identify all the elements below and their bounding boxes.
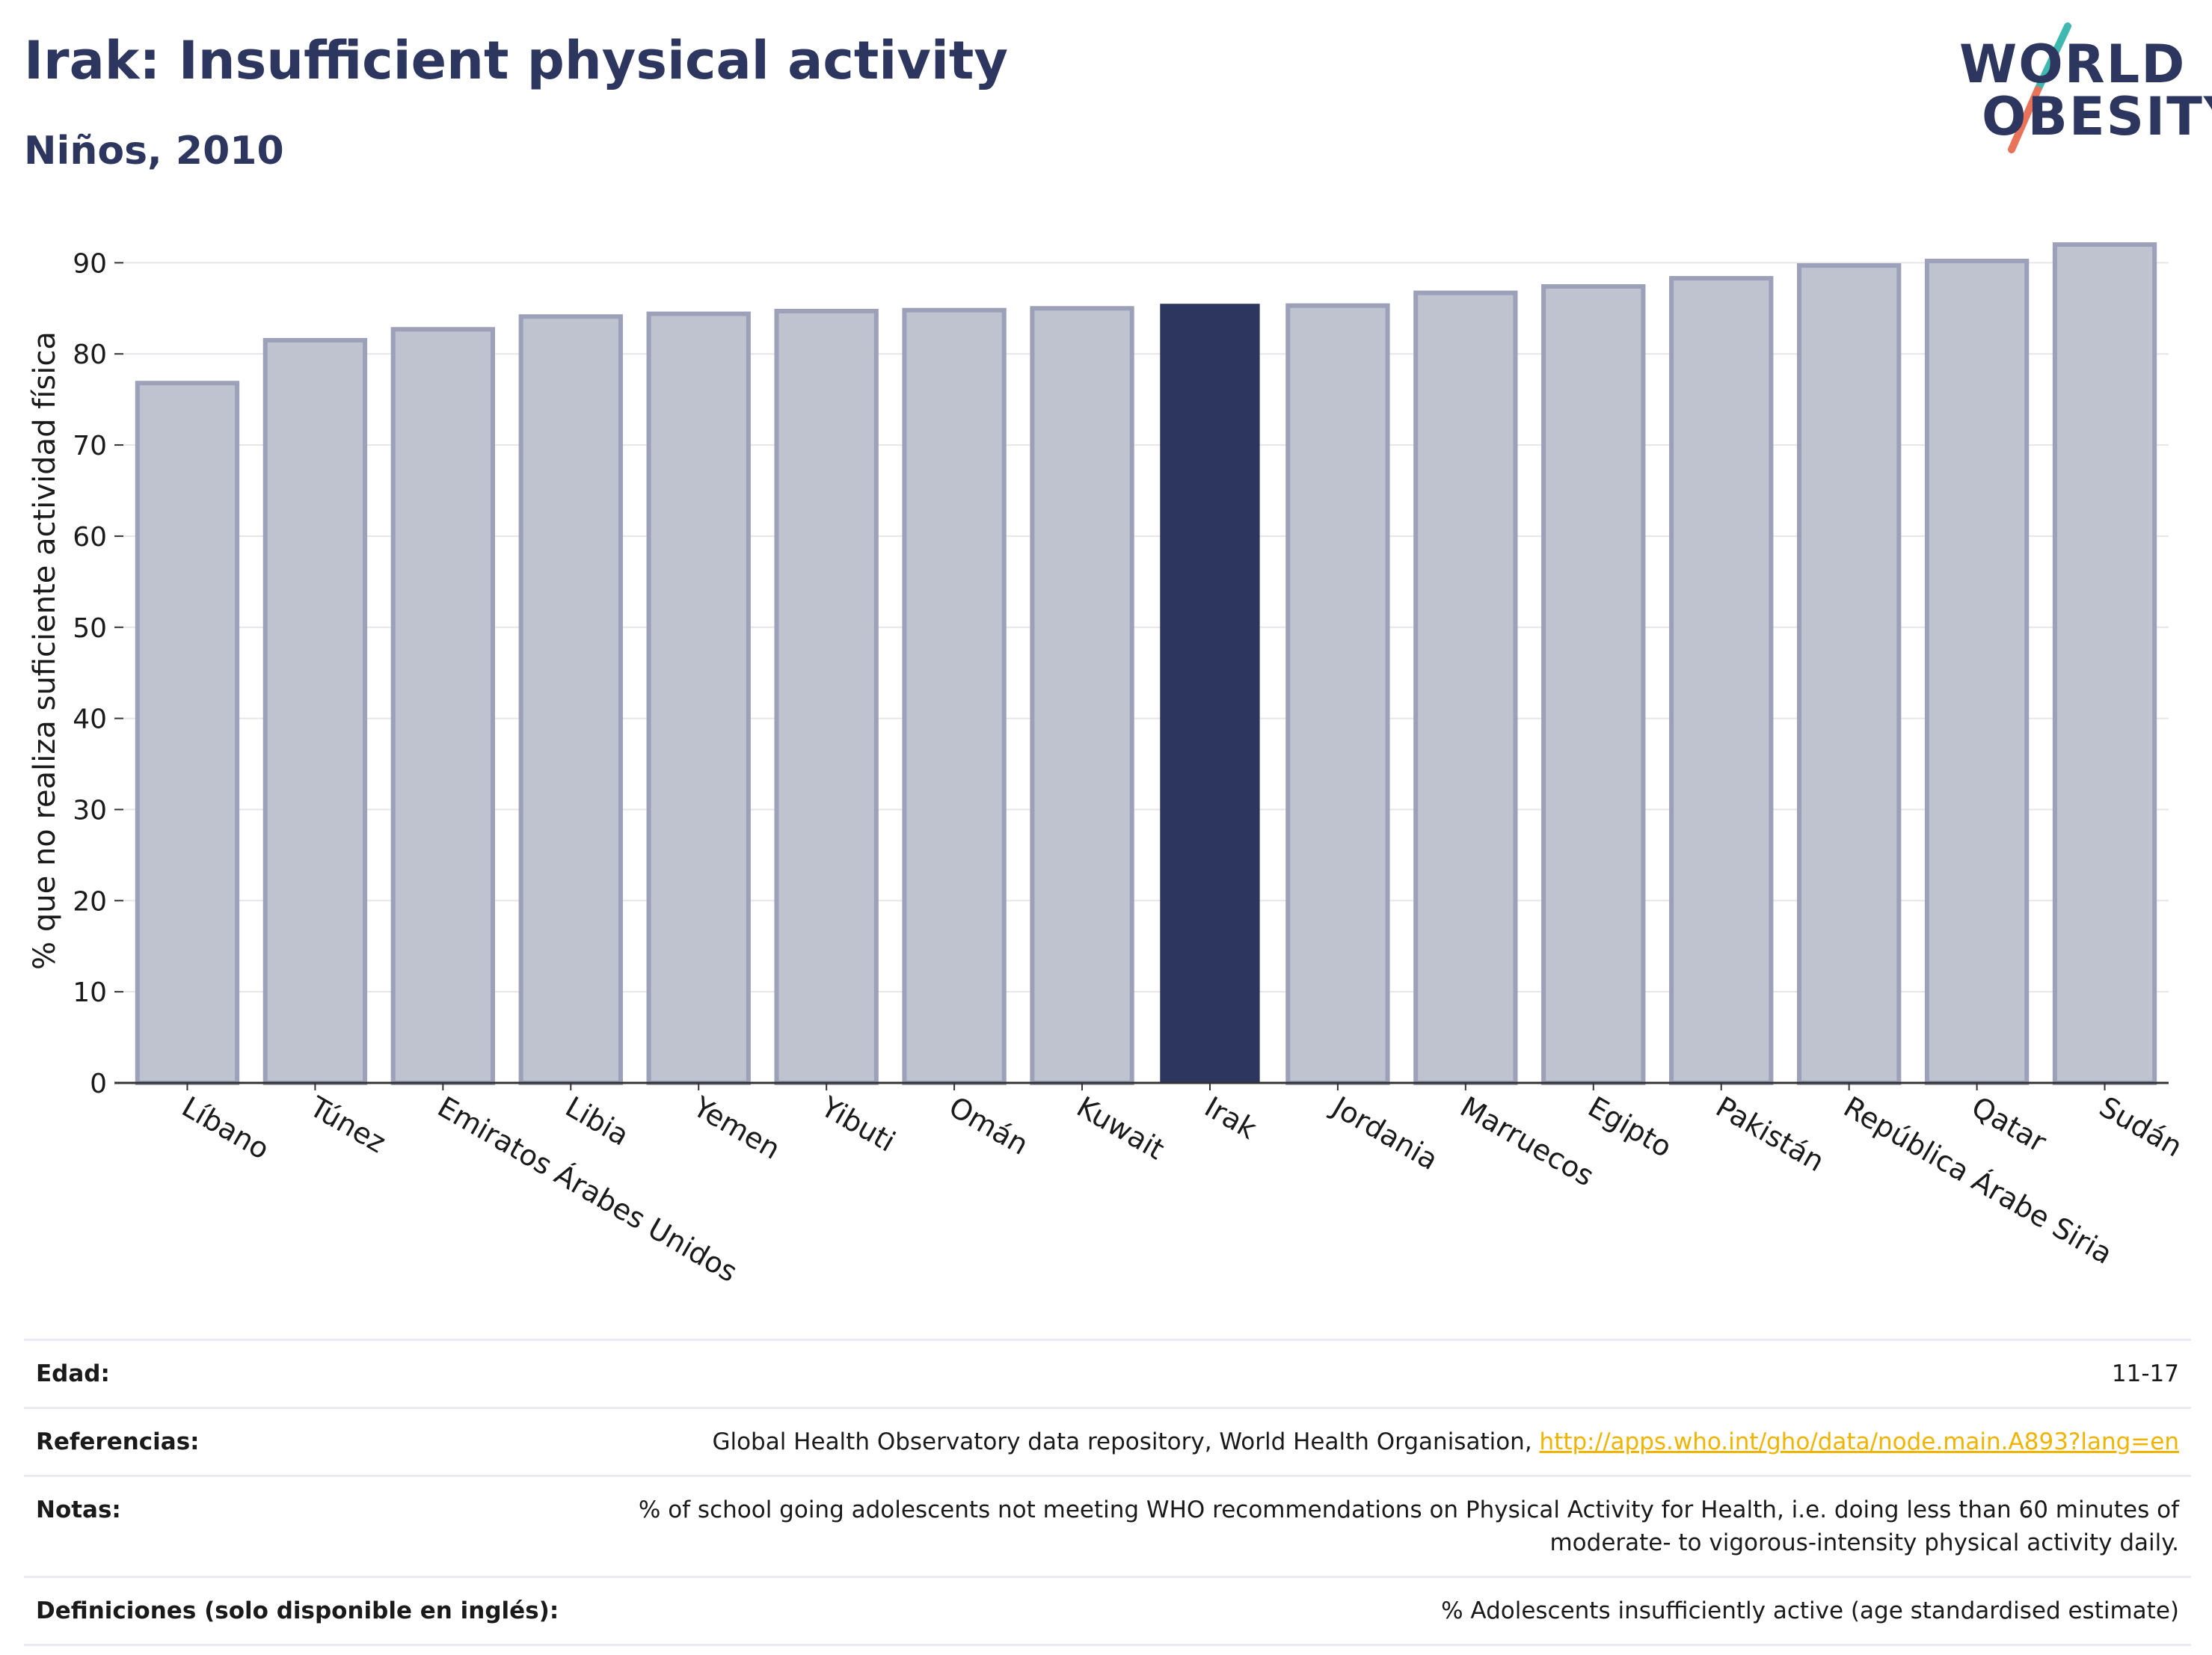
bar — [902, 307, 1007, 1085]
metadata-table: Edad: 11-17 Referencias: Global Health O… — [24, 1339, 2191, 1646]
x-tick-label: Libia — [560, 1090, 635, 1152]
meta-definitions-value: % Adolescents insufficiently active (age… — [1441, 1597, 2179, 1624]
logo-slash-icon — [2008, 22, 2071, 153]
x-tick-label: Yibuti — [815, 1090, 901, 1158]
bar — [1285, 303, 1390, 1085]
bar — [262, 337, 368, 1085]
bar — [135, 381, 240, 1085]
y-tick-label: 60 — [73, 522, 107, 553]
y-tick-label: 30 — [73, 795, 107, 826]
meta-age-label: Edad: — [36, 1360, 110, 1387]
y-tick-label: 40 — [73, 704, 107, 735]
y-tick-label: 90 — [73, 248, 107, 279]
bar-highlight — [1160, 304, 1260, 1084]
x-tick-label: Sudán — [2094, 1090, 2188, 1164]
references-link[interactable]: http://apps.who.int/gho/data/node.main.A… — [1539, 1428, 2179, 1455]
bars — [135, 242, 2157, 1086]
x-tick-label: Pakistán — [1710, 1090, 1830, 1179]
meta-notes-value: % of school going adolescents not meetin… — [638, 1496, 2179, 1556]
meta-age-value: 11-17 — [2111, 1360, 2179, 1387]
y-tick-label: 80 — [73, 340, 107, 370]
meta-references-value: Global Health Observatory data repositor… — [712, 1425, 2179, 1458]
bar — [1796, 263, 1902, 1085]
bar — [1541, 284, 1646, 1085]
logo-word-obesity: OBESITY — [1982, 86, 2212, 147]
y-tick-label: 20 — [73, 886, 107, 917]
meta-notes-label: Notas: — [36, 1496, 121, 1523]
meta-row-notes: Notas: % of school going adolescents not… — [24, 1475, 2191, 1576]
x-tick-label: Túnez — [304, 1090, 391, 1159]
bar — [390, 327, 496, 1085]
y-tick-labels: 0 10 20 30 40 50 60 70 80 90 — [73, 248, 123, 1099]
x-tick-label: Marruecos — [1454, 1090, 1600, 1193]
y-tick-label: 70 — [73, 431, 107, 461]
x-tick-label: Qatar — [1966, 1090, 2052, 1159]
meta-references-label: Referencias: — [36, 1428, 200, 1455]
x-tick-label: Líbano — [176, 1090, 275, 1166]
bar — [1924, 258, 2030, 1085]
bar — [518, 314, 623, 1086]
x-tick-label: Yemen — [687, 1090, 786, 1166]
meta-references-text: Global Health Observatory data repositor… — [712, 1428, 1532, 1455]
meta-row-references: Referencias: Global Health Observatory d… — [24, 1407, 2191, 1475]
chart-title: Irak: Insufficient physical activity — [24, 30, 1009, 91]
meta-row-age: Edad: 11-17 — [24, 1339, 2191, 1407]
bar — [2052, 242, 2157, 1085]
bar — [774, 308, 879, 1086]
x-tick-label: Jordania — [1326, 1090, 1444, 1176]
bar — [646, 311, 751, 1085]
logo-word-world: WORLD — [1959, 34, 2187, 95]
y-tick-label: 10 — [73, 977, 107, 1008]
y-tick-label: 0 — [90, 1069, 107, 1099]
chart-subtitle: Niños, 2010 — [24, 129, 284, 174]
bar — [1413, 290, 1518, 1085]
y-axis-label: % que no realiza suficiente actividad fí… — [28, 331, 62, 970]
x-tick-label: Egipto — [1582, 1090, 1677, 1164]
meta-definitions-label: Definiciones (solo disponible en inglés)… — [36, 1597, 559, 1624]
meta-row-definitions: Definiciones (solo disponible en inglés)… — [24, 1576, 2191, 1646]
x-tick-label: Omán — [944, 1090, 1034, 1161]
x-tick-label: Kuwait — [1072, 1090, 1170, 1167]
bar — [1030, 306, 1134, 1086]
x-tick-label: Irak — [1199, 1090, 1262, 1146]
bar — [1669, 276, 1774, 1085]
world-obesity-logo: WORLD OBESITY — [1959, 22, 2212, 157]
y-tick-label: 50 — [73, 613, 107, 644]
